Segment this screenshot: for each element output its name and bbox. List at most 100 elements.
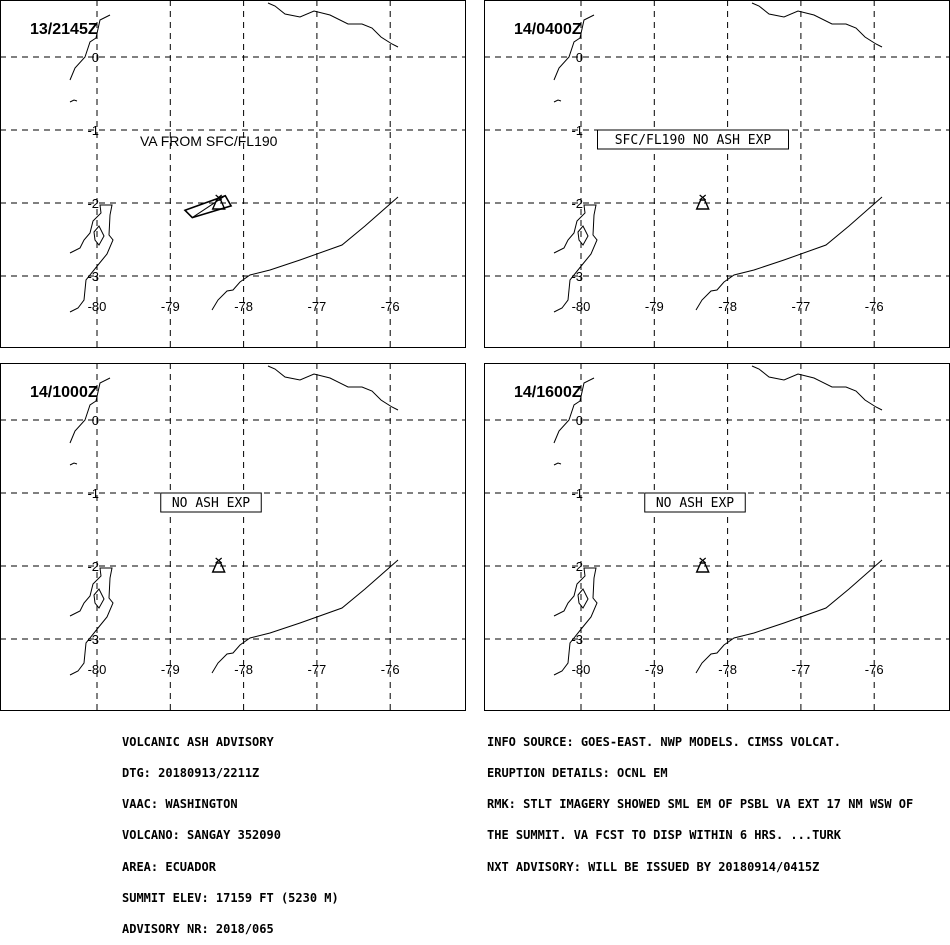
latitude-label: 0 (92, 413, 99, 428)
longitude-label: -78 (718, 662, 737, 677)
volcano-cone (695, 562, 710, 573)
coastline (695, 559, 883, 674)
advisory-line: VAAC: WASHINGTON (122, 797, 238, 812)
panel-time-label: 14/1000Z (30, 384, 98, 401)
volcano-icon (211, 194, 226, 210)
coastline (553, 99, 562, 103)
latitude-label: -1 (571, 123, 583, 138)
advisory-line: SUMMIT ELEV: 17159 FT (5230 M) (122, 890, 339, 905)
volcano-eruption-mark (215, 557, 223, 564)
annotation-text: VA FROM SFC/FL190 (140, 133, 278, 149)
advisory-line: RMK: STLT IMAGERY SHOWED SML EM OF PSBL … (487, 797, 914, 812)
advisory-line: ADVISORY NR: 2018/065 (122, 922, 274, 937)
latitude-label: -3 (87, 632, 99, 647)
annotation-text: SFC/FL190 NO ASH EXP (615, 133, 772, 148)
longitude-label: -79 (161, 662, 180, 677)
coastline (267, 365, 399, 411)
volcano-icon (695, 557, 710, 573)
volcano-icon (211, 557, 226, 573)
panel-frame (0, 363, 466, 711)
longitude-label: -77 (792, 299, 811, 314)
latitude-label: 0 (576, 413, 583, 428)
coastline (69, 567, 114, 676)
latitude-label: 0 (92, 50, 99, 65)
coastline (93, 588, 105, 609)
longitude-label: -80 (88, 299, 107, 314)
latitude-label: -1 (571, 486, 583, 501)
latitude-label: -1 (87, 486, 99, 501)
volcano-eruption-mark (215, 194, 223, 201)
volcano-eruption-mark (699, 557, 707, 564)
panel-frame (0, 0, 466, 348)
annotation-text: NO ASH EXP (656, 496, 734, 511)
coastline (695, 196, 883, 311)
map-panel: -80 -79 -78 -77 -76 0 -1 -2 -3 14/1600Z NO ASH EXP (484, 363, 950, 711)
longitude-label: -76 (865, 662, 884, 677)
advisory-info-right: INFO SOURCE: GOES-EAST. NWP MODELS. CIMS… (487, 716, 913, 882)
latitude-label: -1 (87, 123, 99, 138)
latitude-label: -2 (571, 559, 583, 574)
longitude-label: -76 (865, 299, 884, 314)
map-panel: -80 -79 -78 -77 -76 0 -1 -2 -3 14/0400Z SFC/FL190 … (484, 0, 950, 348)
advisory-line: DTG: 20180913/2211Z (122, 766, 260, 781)
longitude-label: -79 (161, 299, 180, 314)
volcano-eruption-mark (699, 194, 707, 201)
latitude-label: -2 (87, 196, 99, 211)
coastline (751, 365, 883, 411)
coastline (211, 559, 399, 674)
annotation-box (644, 492, 746, 513)
coastline (553, 377, 595, 444)
latitude-label: -2 (87, 559, 99, 574)
forecast-panels: -80 -79 -78 -77 -76 0 -1 -2 -3 13/2145Z VA FROM SF… (0, 0, 950, 711)
coastline (577, 225, 589, 246)
volcano-cone (211, 562, 226, 573)
panel-time-label: 14/1600Z (514, 384, 582, 401)
longitude-label: -77 (308, 299, 327, 314)
coastline (69, 14, 111, 81)
longitude-label: -76 (381, 662, 400, 677)
annotation-box (597, 129, 789, 150)
longitude-label: -79 (645, 299, 664, 314)
advisory-line: VOLCANO: SANGAY 352090 (122, 828, 281, 843)
panel-frame (484, 0, 950, 348)
latitude-label: -3 (571, 269, 583, 284)
coastline (69, 377, 111, 444)
latitude-label: 0 (576, 50, 583, 65)
advisory-line: ERUPTION DETAILS: OCNL EM (487, 766, 668, 781)
advisory-info-left: VOLCANIC ASH ADVISORY DTG: 20180913/2211… (122, 716, 339, 945)
ash-polygon (183, 194, 233, 219)
coastline (553, 567, 598, 676)
coastline (69, 462, 78, 466)
panel-time-label: 14/0400Z (514, 21, 582, 38)
advisory-line: INFO SOURCE: GOES-EAST. NWP MODELS. CIMS… (487, 734, 842, 749)
longitude-label: -80 (572, 662, 591, 677)
coastline (211, 196, 399, 311)
longitude-label: -80 (572, 299, 591, 314)
volcano-cone (695, 199, 710, 210)
longitude-label: -78 (234, 299, 253, 314)
map-panel: -80 -79 -78 -77 -76 0 -1 -2 -3 14/1000Z NO ASH EXP (0, 363, 466, 711)
panel-frame (484, 363, 950, 711)
coastline (751, 2, 883, 48)
latitude-label: -2 (571, 196, 583, 211)
volcano-cone (211, 199, 226, 210)
annotation-text: NO ASH EXP (172, 496, 250, 511)
latitude-label: -3 (571, 632, 583, 647)
coastline (267, 2, 399, 48)
longitude-label: -77 (792, 662, 811, 677)
longitude-label: -78 (718, 299, 737, 314)
latitude-label: -3 (87, 269, 99, 284)
coastline (69, 99, 78, 103)
coastline (553, 204, 598, 313)
coastline (553, 14, 595, 81)
longitude-label: -80 (88, 662, 107, 677)
advisory-line: VOLCANIC ASH ADVISORY (122, 734, 274, 749)
longitude-label: -76 (381, 299, 400, 314)
coastline (93, 225, 105, 246)
longitude-label: -78 (234, 662, 253, 677)
coastline (577, 588, 589, 609)
longitude-label: -79 (645, 662, 664, 677)
coastline (69, 204, 114, 313)
coastline (553, 462, 562, 466)
volcano-icon (695, 194, 710, 210)
